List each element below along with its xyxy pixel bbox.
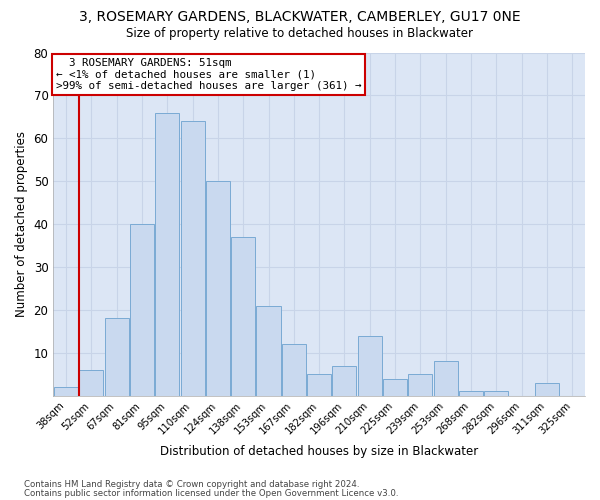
Text: 3 ROSEMARY GARDENS: 51sqm
← <1% of detached houses are smaller (1)
>99% of semi-: 3 ROSEMARY GARDENS: 51sqm ← <1% of detac… [56, 58, 361, 91]
Bar [434, 362, 458, 396]
Bar [383, 378, 407, 396]
Bar [282, 344, 306, 396]
Bar [459, 392, 483, 396]
X-axis label: Distribution of detached houses by size in Blackwater: Distribution of detached houses by size … [160, 444, 478, 458]
Bar [104, 318, 128, 396]
Bar [332, 366, 356, 396]
Bar [484, 392, 508, 396]
Text: Contains HM Land Registry data © Crown copyright and database right 2024.: Contains HM Land Registry data © Crown c… [24, 480, 359, 489]
Bar [181, 121, 205, 396]
Bar [155, 112, 179, 396]
Bar [358, 336, 382, 396]
Text: Contains public sector information licensed under the Open Government Licence v3: Contains public sector information licen… [24, 488, 398, 498]
Text: Size of property relative to detached houses in Blackwater: Size of property relative to detached ho… [127, 28, 473, 40]
Bar [206, 181, 230, 396]
Bar [130, 224, 154, 396]
Bar [79, 370, 103, 396]
Text: 3, ROSEMARY GARDENS, BLACKWATER, CAMBERLEY, GU17 0NE: 3, ROSEMARY GARDENS, BLACKWATER, CAMBERL… [79, 10, 521, 24]
Y-axis label: Number of detached properties: Number of detached properties [15, 131, 28, 317]
Bar [535, 383, 559, 396]
Bar [54, 387, 78, 396]
Bar [307, 374, 331, 396]
Bar [256, 306, 281, 396]
Bar [231, 237, 255, 396]
Bar [409, 374, 433, 396]
